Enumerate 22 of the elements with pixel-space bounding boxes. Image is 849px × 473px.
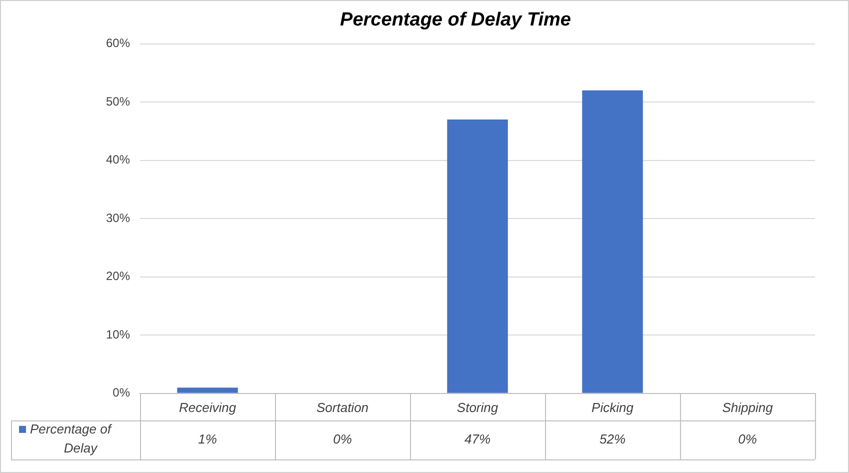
data-label: 0% <box>333 432 352 447</box>
data-label: 1% <box>198 432 217 447</box>
data-label: 47% <box>464 432 491 447</box>
y-tick-label: 30% <box>106 210 130 225</box>
y-tick-label: 40% <box>106 152 130 167</box>
y-tick-label: 50% <box>106 94 130 108</box>
y-tick-label: 0% <box>112 386 130 400</box>
x-tick-label: Sortation <box>316 400 369 415</box>
bar <box>582 90 643 393</box>
data-label: 52% <box>599 432 626 447</box>
y-tick-label: 20% <box>106 269 130 284</box>
y-tick-label: 60% <box>106 36 130 50</box>
x-tick-label: Shipping <box>722 400 774 415</box>
y-tick-label: 10% <box>106 327 130 342</box>
bar <box>177 388 238 393</box>
bar <box>447 120 508 393</box>
chart-title: Percentage of Delay Time <box>340 10 572 31</box>
x-tick-label: Storing <box>456 400 499 415</box>
x-tick-label: Receiving <box>178 400 237 415</box>
legend-label: Percentage of Delay <box>30 422 112 456</box>
x-tick-label: Picking <box>592 400 634 415</box>
data-label: 0% <box>738 432 757 447</box>
